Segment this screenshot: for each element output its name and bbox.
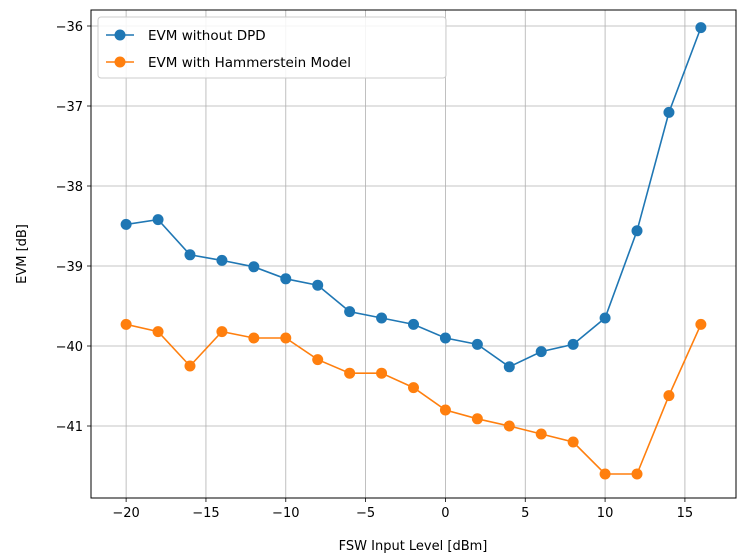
- x-tick-label: 0: [441, 506, 449, 521]
- data-series: [120, 22, 707, 480]
- x-tick-label: −5: [356, 506, 375, 521]
- data-point: [280, 273, 292, 285]
- y-axis-label: EVM [dB]: [15, 224, 30, 284]
- data-point: [471, 413, 483, 425]
- y-tick-label: −37: [56, 100, 83, 115]
- y-tick-label: −39: [56, 260, 83, 275]
- y-tick-label: −40: [56, 340, 83, 355]
- data-point: [216, 254, 228, 266]
- data-point: [184, 360, 196, 372]
- data-point: [599, 312, 611, 324]
- x-tick-label: −10: [272, 506, 299, 521]
- data-point: [471, 338, 483, 350]
- data-point: [663, 390, 675, 402]
- data-point: [344, 367, 356, 379]
- data-point: [280, 332, 292, 344]
- data-point: [152, 214, 164, 226]
- data-point: [439, 404, 451, 416]
- data-point: [663, 106, 675, 118]
- series-0: [120, 22, 707, 373]
- plot-frame: [90, 9, 737, 499]
- legend-marker-without-dpd: [114, 29, 126, 41]
- x-tick-label: 5: [521, 506, 529, 521]
- data-point: [439, 332, 451, 344]
- x-tick-label: −15: [192, 506, 219, 521]
- legend-label-hammerstein: EVM with Hammerstein Model: [148, 55, 351, 71]
- x-tick-label: −20: [112, 506, 139, 521]
- data-point: [535, 346, 547, 358]
- data-point: [567, 338, 579, 350]
- legend-label-without-dpd: EVM without DPD: [148, 28, 266, 44]
- data-point: [503, 420, 515, 432]
- data-point: [599, 468, 611, 480]
- data-point: [695, 22, 707, 34]
- data-point: [312, 354, 324, 366]
- data-point: [248, 332, 260, 344]
- data-point: [152, 326, 164, 338]
- data-point: [567, 436, 579, 448]
- legend-marker-hammerstein: [114, 56, 126, 68]
- y-tick-label: −38: [56, 180, 83, 195]
- x-tick-label: 15: [677, 506, 694, 521]
- legend: EVM without DPD EVM with Hammerstein Mod…: [97, 16, 447, 79]
- data-point: [376, 367, 388, 379]
- data-point: [216, 326, 228, 338]
- y-tick-label: −36: [56, 20, 83, 35]
- data-point: [120, 218, 132, 230]
- data-point: [535, 428, 547, 440]
- data-point: [312, 279, 324, 291]
- data-point: [184, 249, 196, 261]
- data-point: [344, 306, 356, 318]
- data-point: [631, 468, 643, 480]
- data-point: [408, 318, 419, 330]
- x-axis-label: FSW Input Level [dBm]: [339, 539, 488, 554]
- data-point: [248, 261, 260, 273]
- data-point: [631, 225, 643, 237]
- data-point: [695, 318, 707, 330]
- series-1: [120, 318, 707, 480]
- axis-ticks: −20 −15 −10 −5 0 5 10 15 −41 −40 −39 −38 −37 −36: [56, 20, 694, 521]
- data-point: [408, 382, 419, 394]
- y-tick-label: −41: [56, 420, 83, 435]
- data-point: [503, 361, 515, 373]
- data-point: [376, 312, 388, 324]
- legend-box: [97, 16, 447, 79]
- data-point: [120, 318, 132, 330]
- x-tick-label: 10: [597, 506, 614, 521]
